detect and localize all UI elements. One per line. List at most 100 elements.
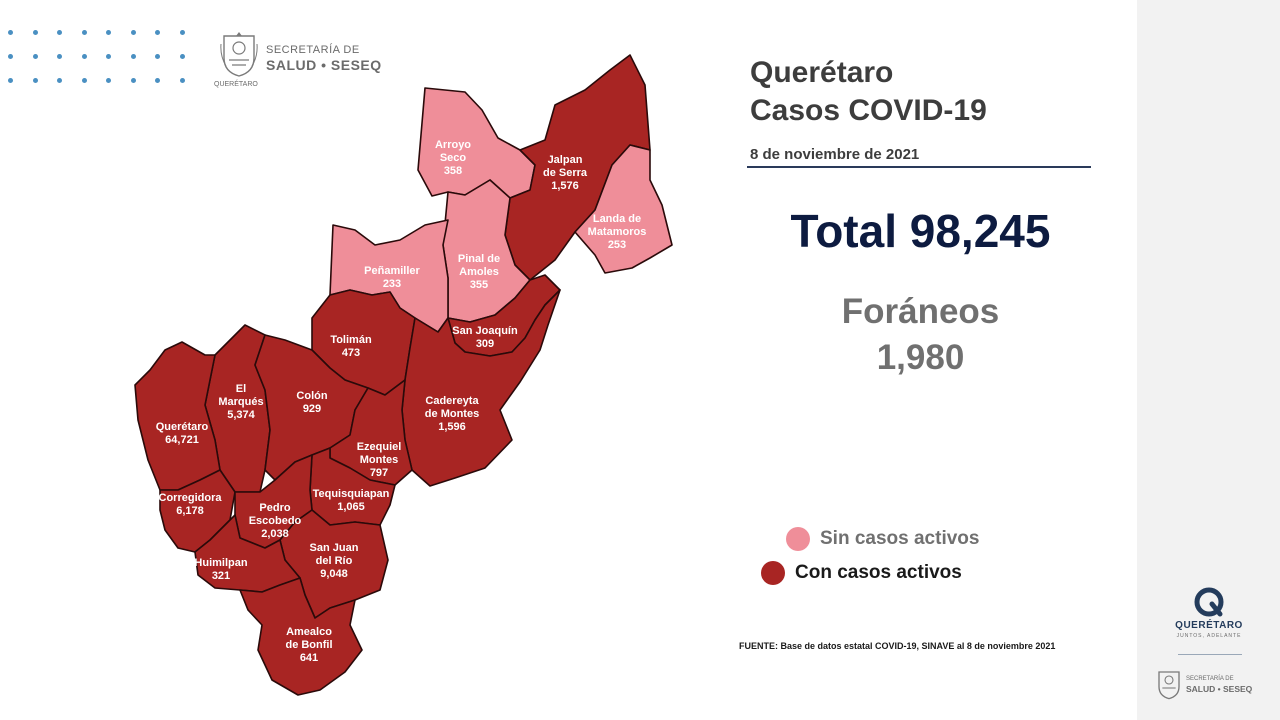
title-divider [747, 166, 1091, 168]
footer-agency-line1: SECRETARÍA DE [1186, 676, 1234, 682]
decorative-dot [57, 54, 62, 59]
municipality-label: San Juan del Río 9,048 [310, 542, 359, 580]
municipality-cases: 6,178 [176, 505, 204, 517]
queretaro-q-logo-icon [1194, 587, 1224, 617]
decorative-dot [8, 54, 13, 59]
decorative-dot [32, 54, 38, 59]
municipality-name: San Juan [310, 542, 359, 554]
decorative-dot [81, 78, 87, 83]
decorative-dot [106, 54, 111, 59]
municipality-name: Jalpan [548, 154, 583, 166]
municipality-label: Peñamiller 233 [364, 265, 420, 290]
municipality-label: Colón 929 [296, 390, 327, 415]
municipality-label: Cadereyta de Montes 1,596 [425, 395, 480, 433]
municipality-name: Tolimán [330, 334, 372, 346]
agency-name-line2: SALUD • SESEQ [266, 57, 382, 73]
municipality-name: Colón [296, 390, 327, 402]
page-title: Querétaro [750, 56, 894, 89]
agency-state-label: QUERÉTARO [214, 81, 258, 88]
legend-label-inactive: Sin casos activos [820, 528, 980, 549]
decorative-dot [8, 30, 13, 35]
municipality-label: Arroyo Seco 358 [435, 139, 471, 177]
municipality-cases: 797 [370, 467, 388, 479]
decorative-dot [130, 54, 136, 59]
municipality-name: San Joaquín [452, 325, 518, 337]
municipality-name: Seco [440, 152, 467, 164]
right-side-panel [1137, 0, 1280, 720]
municipality-name: de Montes [425, 408, 479, 420]
decorative-dot [32, 78, 38, 83]
municipality-name: de Bonfil [285, 639, 332, 651]
decorative-dot [81, 30, 87, 35]
decorative-dot [179, 78, 185, 83]
municipality-name: Landa de [593, 213, 641, 225]
legend-dot-inactive [786, 527, 810, 551]
municipality-cases: 2,038 [261, 528, 289, 540]
decorative-dot [155, 78, 160, 83]
municipality-name: Amoles [459, 266, 499, 278]
municipality-cases: 9,048 [320, 568, 348, 580]
municipality-cases: 253 [608, 239, 626, 251]
data-source-note: FUENTE: Base de datos estatal COVID-19, … [739, 641, 1056, 651]
municipality-name: Pinal de [458, 253, 500, 265]
decorative-dot [179, 54, 185, 59]
municipality-label: Ezequiel Montes 797 [357, 441, 402, 479]
municipality-name: Huimilpan [194, 557, 247, 569]
municipality-label: Tequisquiapan 1,065 [313, 488, 390, 513]
municipality-cases: 233 [383, 278, 401, 290]
seseq-logo: SECRETARÍA DE SALUD • SESEQ QUERÉTARO [214, 28, 408, 92]
municipality-label: Amealco de Bonfil 641 [285, 626, 332, 664]
municipality-cases: 1,596 [438, 421, 466, 433]
report-date: 8 de noviembre de 2021 [750, 146, 920, 163]
municipality-label: Pinal de Amoles 355 [458, 253, 500, 291]
municipality-cases: 64,721 [165, 434, 199, 446]
municipality-name: de Serra [543, 167, 588, 179]
municipality-label: El Marqués 5,374 [218, 383, 263, 421]
brand-name: QUERÉTARO [1175, 620, 1243, 631]
region-landa-de-matamoros [574, 144, 673, 274]
foraneos-value: 1,980 [876, 338, 965, 377]
municipality-label: Jalpan de Serra 1,576 [543, 154, 588, 192]
municipality-name: Arroyo [435, 139, 471, 151]
municipality-name: Escobedo [249, 515, 302, 527]
municipality-label: Querétaro 64,721 [156, 421, 209, 446]
region-huimilpan [194, 514, 301, 593]
decorative-dot [8, 78, 13, 83]
municipality-label: Landa de Matamoros 253 [588, 213, 647, 251]
municipality-cases: 473 [342, 347, 360, 359]
municipality-name: del Río [316, 555, 353, 567]
brand-tagline: JUNTOS, ADELANTE [1176, 633, 1242, 639]
decorative-dot [106, 78, 111, 83]
decorative-dot [130, 30, 136, 35]
municipality-name: Corregidora [159, 492, 223, 504]
region-amealco [239, 577, 363, 696]
municipality-name: Marqués [218, 396, 263, 408]
municipality-cases: 641 [300, 652, 318, 664]
decorative-dot [57, 30, 62, 35]
seseq-footer-logo: SECRETARÍA DE SALUD • SESEQ [1156, 666, 1266, 710]
municipality-label: Huimilpan 321 [194, 557, 247, 582]
municipality-cases: 358 [444, 165, 462, 177]
municipality-name: El [236, 383, 246, 395]
decorative-dot [155, 30, 160, 35]
decorative-dot [32, 30, 38, 35]
brand-separator [1178, 654, 1242, 655]
legend-label-active: Con casos activos [795, 562, 962, 583]
footer-agency-line2: SALUD • SESEQ [1186, 684, 1253, 694]
municipality-label: Pedro Escobedo 2,038 [249, 502, 302, 540]
municipality-cases: 1,576 [551, 180, 579, 192]
municipality-cases: 1,065 [337, 501, 365, 513]
decorative-dot [155, 54, 160, 59]
municipality-cases: 321 [212, 570, 230, 582]
decorative-dot [57, 78, 62, 83]
municipality-cases: 929 [303, 403, 321, 415]
decorative-dot [179, 30, 185, 35]
region-queretaro [134, 341, 221, 491]
municipality-name: Pedro [259, 502, 290, 514]
municipality-name: Ezequiel [357, 441, 402, 453]
municipality-label: Corregidora 6,178 [159, 492, 223, 517]
foraneos-label: Foráneos [841, 292, 1000, 331]
municipality-name: Peñamiller [364, 265, 420, 277]
municipality-name: Tequisquiapan [313, 488, 390, 500]
page-subtitle: Casos COVID-19 [750, 94, 987, 127]
